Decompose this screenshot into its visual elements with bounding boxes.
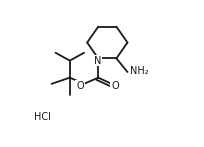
Text: O: O xyxy=(76,81,84,91)
Text: O: O xyxy=(111,81,119,91)
Text: N: N xyxy=(94,56,101,66)
Text: NH₂: NH₂ xyxy=(130,66,149,76)
Text: HCl: HCl xyxy=(34,112,51,122)
